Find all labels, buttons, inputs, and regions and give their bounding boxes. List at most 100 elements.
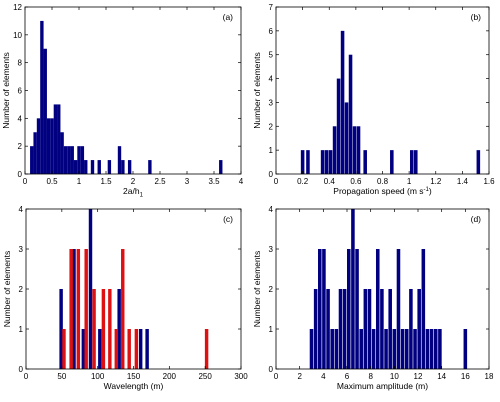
y-axis-label: Number of elements	[1, 52, 11, 129]
y-tick-label: 6	[269, 27, 274, 36]
y-tick-label: 5	[269, 51, 274, 60]
x-axis-label-close: )	[429, 186, 432, 196]
y-axis-label: Number of elements	[252, 251, 262, 328]
bar	[463, 329, 468, 369]
bar	[98, 329, 102, 369]
x-tick-label: 3.5	[208, 177, 220, 186]
bar	[81, 329, 86, 369]
bar	[351, 209, 355, 369]
bar	[33, 132, 37, 174]
chart-panel-0: 0 0.5 1 1.5 2 2.5 3 3.5 4024681012(a)2a/h1Number…	[1, 3, 244, 199]
bar	[121, 249, 125, 369]
bar	[359, 329, 363, 369]
x-tick-label: 2.5	[154, 177, 166, 186]
bar	[43, 48, 47, 174]
bar	[429, 329, 434, 369]
x-tick-label: 4	[239, 177, 244, 186]
bar	[107, 160, 112, 174]
x-tick-label: 3	[185, 177, 190, 186]
bar	[60, 132, 64, 174]
bar	[330, 329, 334, 369]
bar	[438, 329, 442, 369]
x-tick-label: 300	[234, 372, 248, 381]
bar	[62, 329, 66, 369]
bar	[334, 329, 339, 369]
bar	[127, 329, 131, 369]
bar	[40, 20, 44, 175]
y-axis-label: Number of elements	[252, 52, 262, 129]
bar	[72, 249, 76, 369]
x-tick-label: 2	[297, 372, 302, 381]
panel-label: (c)	[223, 214, 233, 224]
bar	[355, 249, 359, 369]
x-tick-label: 0	[24, 372, 29, 381]
panel-label: (a)	[223, 12, 234, 22]
bar	[80, 146, 85, 174]
bar	[417, 289, 421, 369]
bar	[414, 150, 418, 174]
chart-panel-2: 0 50 100 150 200 250 300 0 1 2 3 4 (c) Wavelength (m)…	[2, 205, 248, 391]
bar	[70, 146, 74, 174]
bar	[57, 104, 61, 174]
bar	[204, 329, 209, 369]
bar	[340, 30, 345, 174]
y-tick-label: 12	[13, 3, 22, 12]
x-tick-label: 8	[368, 372, 373, 381]
x-axis-label-main: 2a/h	[123, 186, 140, 196]
y-tick-label: 6	[18, 87, 23, 96]
y-tick-label: 0	[269, 365, 274, 374]
bar	[348, 54, 353, 174]
bar	[344, 102, 349, 174]
x-axis-label-main: Wavelength (m)	[104, 381, 164, 391]
x-axis-label-main: Maximum amplitude (m)	[337, 381, 428, 391]
bar	[363, 289, 368, 369]
bar	[409, 289, 413, 369]
bar	[363, 150, 367, 174]
bar	[425, 329, 430, 369]
bar	[404, 329, 409, 369]
bar	[367, 289, 372, 369]
bar	[148, 160, 152, 174]
y-tick-label: 4	[19, 205, 24, 214]
bar	[375, 249, 380, 369]
x-tick-label: 0.2	[297, 177, 309, 186]
y-tick-label: 7	[269, 3, 274, 12]
bar	[50, 118, 54, 174]
bar	[76, 249, 81, 369]
bar	[92, 289, 96, 369]
bar	[114, 329, 119, 369]
x-tick-label: 1.5	[100, 177, 112, 186]
bar	[332, 126, 337, 174]
bar	[134, 329, 139, 369]
bar	[318, 249, 322, 369]
y-tick-label: 1	[269, 325, 274, 334]
bar	[59, 289, 63, 369]
x-tick-label: 18	[485, 372, 494, 381]
x-tick-label: 0.5	[46, 177, 58, 186]
bar	[127, 160, 132, 174]
x-tick-label: 0.8	[377, 177, 389, 186]
bar	[84, 249, 88, 369]
bar	[306, 150, 310, 174]
bar	[421, 249, 426, 369]
y-tick-label: 4	[269, 75, 274, 84]
bar	[396, 249, 401, 369]
bar	[138, 329, 143, 369]
x-tick-label: 1.2	[430, 177, 442, 186]
bar	[476, 150, 481, 174]
bar	[117, 289, 121, 369]
bar	[433, 329, 438, 369]
bar	[145, 329, 149, 369]
bar	[108, 289, 112, 369]
x-tick-label: 14	[437, 372, 446, 381]
x-tick-label: 200	[163, 372, 177, 381]
bar	[328, 150, 333, 174]
x-tick-label: 150	[127, 372, 141, 381]
y-tick-label: 2	[19, 285, 24, 294]
x-tick-label: 50	[57, 372, 66, 381]
bar	[121, 160, 125, 174]
x-tick-label: 16	[461, 372, 470, 381]
y-tick-label: 4	[18, 114, 23, 123]
x-tick-label: 1	[407, 177, 412, 186]
bar	[97, 160, 101, 174]
